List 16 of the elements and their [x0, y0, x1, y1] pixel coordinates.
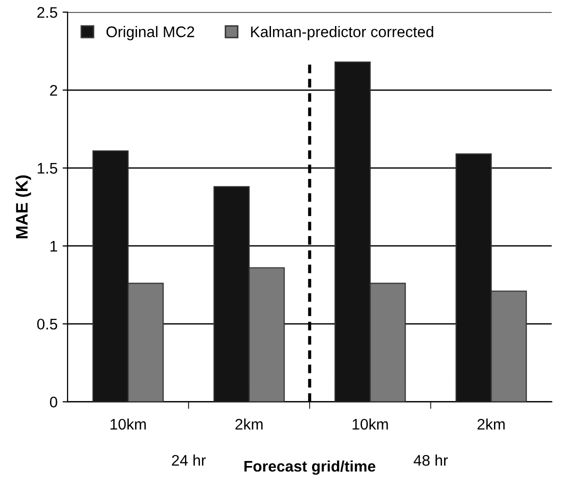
x-axis-title: Forecast grid/time [244, 460, 376, 475]
x-tick-label: 2km [478, 418, 505, 430]
y-tick-label: 1.5 [38, 163, 58, 174]
x-tick-label: 2km [235, 418, 263, 430]
y-axis-title: MAE (K) [16, 175, 32, 238]
x-tick-label: 10km [352, 418, 388, 430]
y-tick-label: 2 [50, 84, 58, 96]
y-tick-label: 2.5 [37, 7, 58, 18]
legend-label: Original MC2 [106, 26, 194, 40]
text: 24 hr [172, 454, 206, 466]
y-tick-label: 0 [50, 396, 58, 408]
text: 48 hr [414, 454, 448, 466]
y-tick-label: 0.5 [37, 318, 58, 330]
y-tick-label: 1 [50, 240, 58, 252]
x-tick-label: 10km [110, 418, 146, 430]
legend-label: Kalman-predictor corrected [251, 26, 434, 40]
